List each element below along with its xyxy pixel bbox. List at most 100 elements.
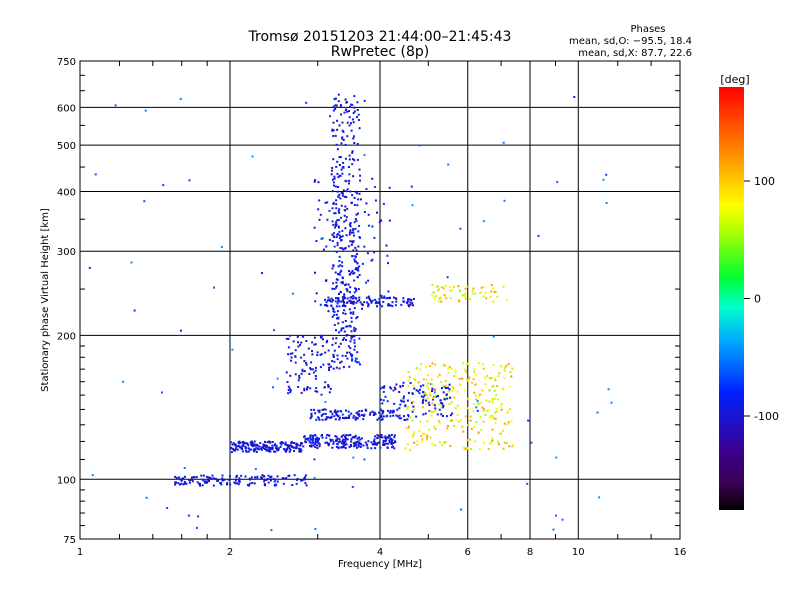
echo-point bbox=[353, 339, 356, 342]
echo-point bbox=[345, 434, 348, 437]
echo-point bbox=[337, 446, 340, 449]
echo-point bbox=[350, 445, 353, 448]
echo-point bbox=[268, 446, 271, 449]
echo-point bbox=[421, 401, 424, 404]
echo-point bbox=[428, 404, 431, 406]
echo-point bbox=[341, 296, 344, 299]
echo-point bbox=[321, 334, 324, 337]
echo-point bbox=[353, 307, 356, 310]
echo-point bbox=[419, 420, 422, 423]
echo-point bbox=[502, 388, 505, 391]
echo-point bbox=[161, 391, 163, 394]
echo-point bbox=[340, 300, 343, 303]
echo-point bbox=[334, 435, 337, 438]
echo-point bbox=[272, 386, 274, 389]
echo-point bbox=[350, 438, 353, 441]
echo-point bbox=[382, 390, 385, 393]
echo-point bbox=[336, 442, 339, 445]
echo-point bbox=[311, 353, 314, 356]
echo-point bbox=[451, 412, 454, 415]
echo-point bbox=[174, 483, 177, 486]
echo-point bbox=[368, 297, 371, 300]
echo-point bbox=[341, 194, 344, 197]
echo-point bbox=[352, 137, 355, 140]
echo-point bbox=[395, 414, 398, 417]
echo-point bbox=[382, 441, 385, 443]
echo-point bbox=[358, 296, 361, 299]
echo-point bbox=[316, 354, 319, 357]
echo-point bbox=[427, 387, 430, 390]
echo-point bbox=[338, 237, 341, 240]
echo-point bbox=[205, 475, 208, 478]
echo-point bbox=[275, 447, 277, 450]
echo-point bbox=[329, 438, 332, 441]
echo-point bbox=[444, 294, 446, 297]
echo-point bbox=[351, 163, 354, 166]
echo-point bbox=[179, 478, 182, 481]
colorbar-tick-label: -100 bbox=[754, 410, 779, 423]
echo-point bbox=[286, 448, 288, 451]
echo-point bbox=[234, 449, 236, 452]
echo-point bbox=[296, 478, 299, 480]
echo-point bbox=[357, 198, 360, 201]
echo-point bbox=[340, 113, 343, 116]
echo-point bbox=[314, 528, 317, 530]
echo-point bbox=[351, 270, 354, 273]
echo-point bbox=[352, 231, 355, 234]
echo-point bbox=[473, 426, 475, 428]
echo-point bbox=[310, 445, 313, 448]
echo-point bbox=[447, 371, 450, 374]
grid-lines bbox=[80, 61, 680, 539]
echo-point bbox=[345, 234, 348, 237]
echo-point bbox=[314, 366, 317, 369]
echo-point bbox=[337, 414, 340, 417]
echo-point bbox=[332, 337, 334, 340]
echo-point bbox=[447, 367, 450, 370]
echo-point bbox=[376, 418, 379, 421]
echo-point bbox=[496, 385, 499, 388]
echo-point bbox=[378, 417, 380, 420]
echo-point bbox=[330, 297, 333, 300]
echo-point bbox=[271, 441, 274, 443]
echo-point bbox=[342, 189, 345, 192]
echo-point bbox=[335, 224, 337, 227]
echo-point bbox=[321, 237, 324, 240]
echo-point bbox=[425, 399, 428, 402]
echo-point bbox=[354, 218, 357, 221]
echo-point bbox=[310, 444, 313, 447]
echo-point bbox=[331, 129, 334, 132]
echo-point bbox=[351, 194, 354, 197]
echo-point bbox=[448, 388, 451, 391]
echo-point bbox=[350, 337, 353, 340]
echo-point bbox=[431, 387, 434, 390]
echo-point bbox=[360, 414, 363, 416]
echo-point bbox=[255, 446, 258, 449]
echo-point bbox=[492, 364, 495, 366]
echo-point bbox=[328, 209, 331, 212]
echo-point bbox=[289, 334, 292, 337]
echo-point bbox=[335, 366, 338, 369]
echo-point bbox=[353, 204, 356, 206]
echo-point bbox=[259, 442, 262, 444]
echo-point bbox=[341, 247, 344, 250]
echo-point bbox=[316, 351, 319, 354]
echo-point bbox=[305, 437, 308, 440]
echo-point bbox=[445, 393, 448, 396]
echo-point bbox=[336, 302, 339, 305]
echo-point bbox=[475, 373, 478, 376]
echo-point bbox=[248, 482, 251, 485]
echo-point bbox=[386, 436, 389, 439]
echo-point bbox=[331, 207, 334, 210]
echo-point bbox=[316, 440, 319, 443]
echo-point bbox=[485, 297, 488, 300]
echo-point bbox=[240, 474, 243, 477]
echo-point bbox=[279, 442, 282, 445]
echo-point bbox=[297, 341, 299, 344]
echo-point bbox=[336, 172, 339, 175]
echo-point bbox=[395, 300, 398, 303]
echo-point bbox=[488, 377, 491, 380]
echo-point bbox=[323, 408, 326, 411]
echo-point bbox=[338, 331, 341, 334]
echo-point bbox=[448, 366, 451, 368]
echo-point bbox=[404, 419, 407, 421]
